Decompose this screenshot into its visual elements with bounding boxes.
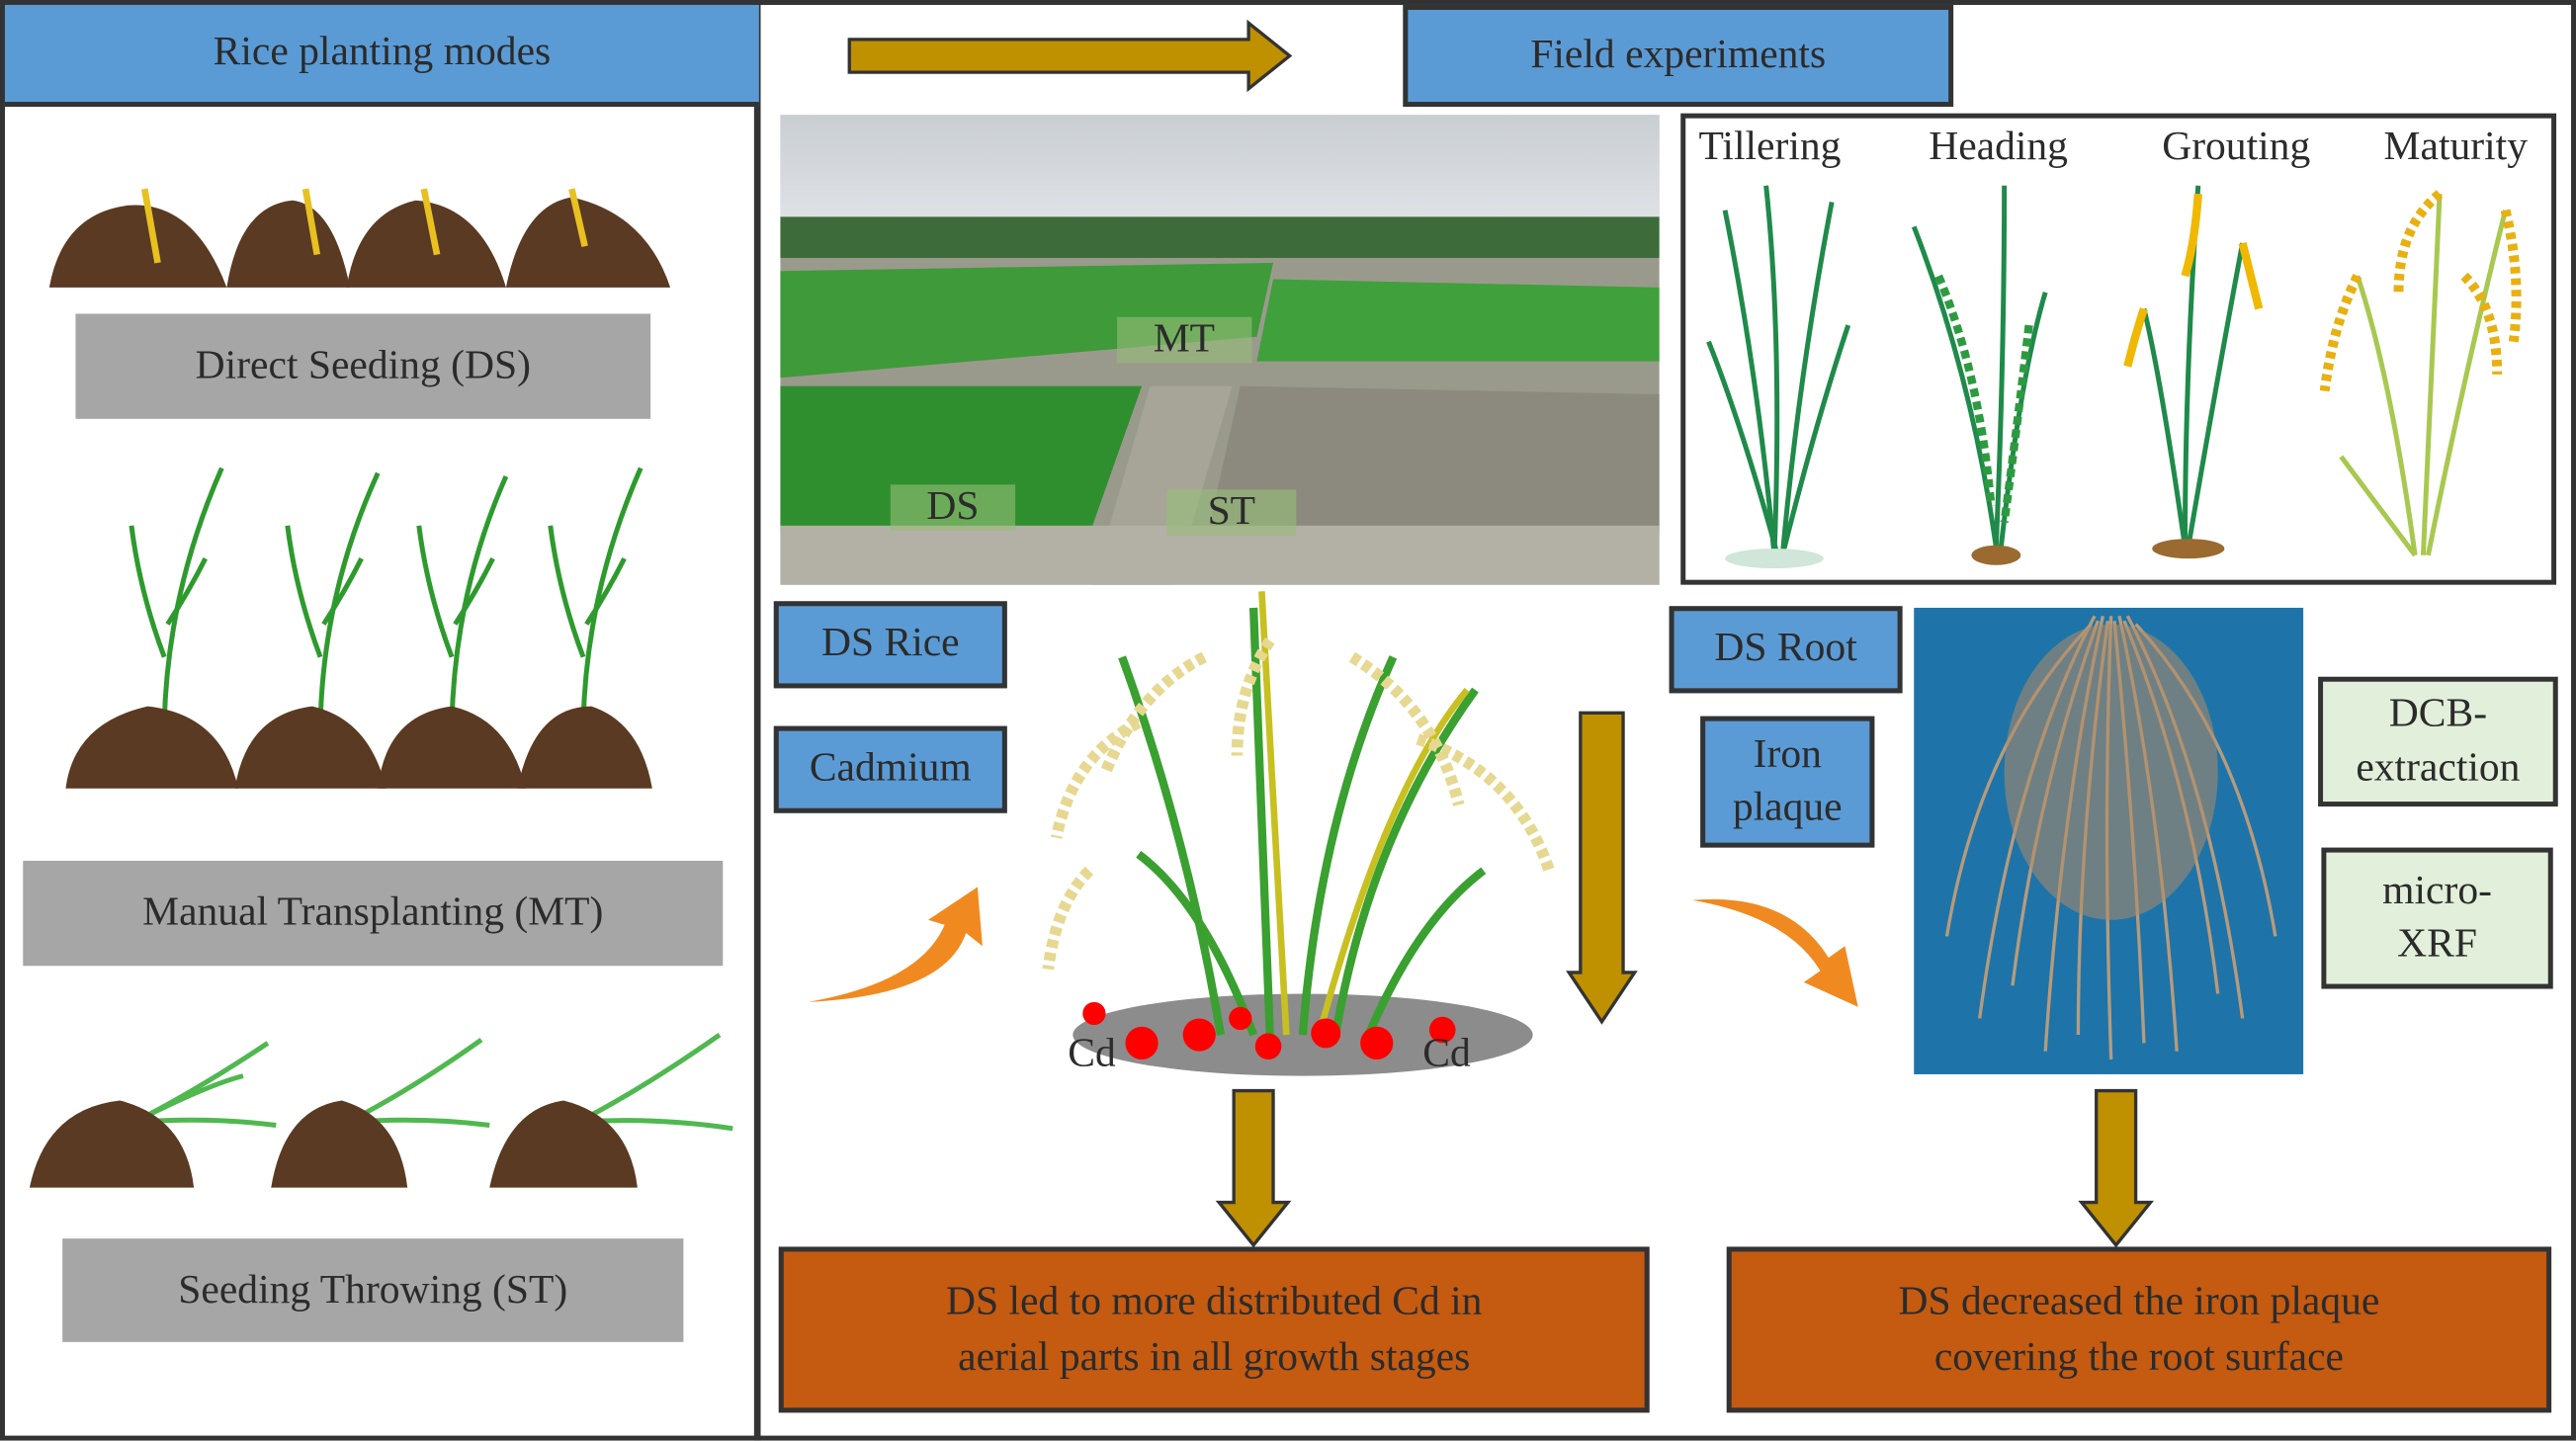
planting-modes-header: Rice planting modes (4, 4, 759, 108)
panel-divider (753, 0, 761, 1441)
photo-label-st: ST (1166, 489, 1297, 536)
photo-label-ds: DS (890, 484, 1016, 531)
cd-label-right: Cd (1422, 1031, 1471, 1076)
cd-label-left: Cd (1068, 1031, 1116, 1076)
tag-iron-plaque: Iron plaque (1700, 716, 1875, 848)
seeding-throwing-illustration (29, 1033, 733, 1188)
arrow-down-icon (1566, 711, 1638, 1025)
stage-label-tillering: Tillering (1698, 125, 1842, 170)
conclusion-cd-distribution: DS led to more distributed Cd in aerial … (778, 1246, 1650, 1413)
mode-direct-seeding: Direct Seeding (DS) (75, 313, 651, 419)
arrow-down-icon (2078, 1088, 2155, 1248)
arrow-down-icon (1215, 1088, 1292, 1248)
rice-plant-illustration (1042, 591, 1555, 1076)
stage-label-maturity: Maturity (2383, 125, 2528, 170)
direct-seeding-illustration (48, 188, 671, 288)
mode-seeding-throwing: Seeding Throwing (ST) (62, 1238, 684, 1342)
tag-ds-rice: DS Rice (773, 601, 1007, 689)
method-micro-xrf: micro-XRF (2321, 847, 2553, 989)
method-dcb-extraction: DCB-extraction (2318, 676, 2558, 807)
photo-label-mt: MT (1117, 316, 1251, 364)
mode-manual-transplanting: Manual Transplanting (MT) (23, 860, 724, 967)
arrow-right-icon (847, 19, 1293, 93)
cd-particles (1082, 1001, 1456, 1060)
conclusion-iron-plaque: DS decreased the iron plaque covering th… (1726, 1246, 2552, 1413)
curved-arrow-icon (1691, 898, 1858, 1007)
tag-cadmium: Cadmium (773, 725, 1007, 813)
tag-ds-root: DS Root (1669, 606, 1903, 694)
curved-arrow-icon (808, 887, 983, 1002)
field-experiments-header: Field experiments (1403, 4, 1954, 108)
stage-label-heading: Heading (1929, 125, 2068, 170)
stage-label-grouting: Grouting (2162, 125, 2311, 170)
growth-stage-plants (1706, 185, 2522, 569)
root-photo (1914, 607, 2304, 1074)
manual-transplanting-illustration (65, 466, 652, 789)
